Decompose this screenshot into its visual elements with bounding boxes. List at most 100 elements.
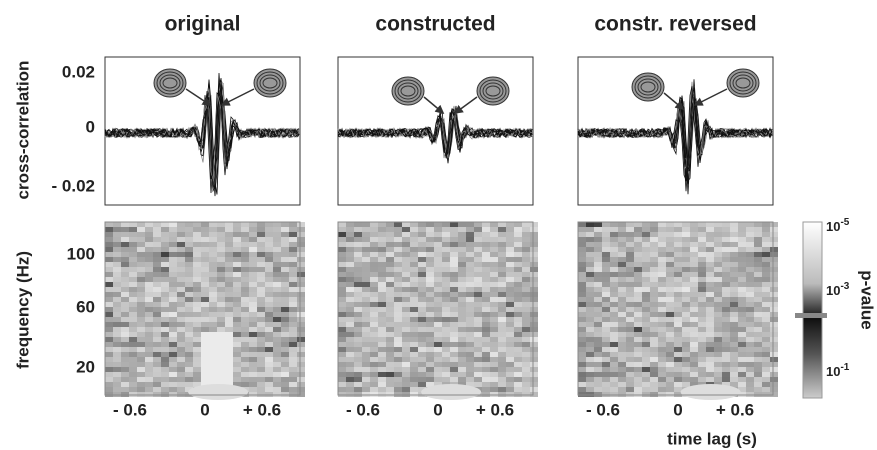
heatmap-cell bbox=[289, 352, 297, 357]
heatmap-cell bbox=[506, 282, 514, 287]
heatmap-cell bbox=[289, 287, 297, 292]
heatmap-cell bbox=[394, 257, 402, 262]
heatmap-cell bbox=[249, 352, 257, 357]
heatmap-cell bbox=[233, 232, 241, 237]
heatmap-cell bbox=[177, 242, 185, 247]
heatmap-cell bbox=[578, 347, 586, 352]
heatmap-cell bbox=[690, 312, 698, 317]
heatmap-cell bbox=[338, 227, 346, 232]
heatmap-cell bbox=[241, 362, 249, 367]
heatmap-cell bbox=[386, 372, 394, 377]
heatmap-cell bbox=[746, 327, 754, 332]
heatmap-cell bbox=[121, 332, 129, 337]
heatmap-cell bbox=[249, 342, 257, 347]
heatmap-cell bbox=[594, 222, 602, 227]
heatmap-cell bbox=[434, 342, 442, 347]
heatmap-cell bbox=[281, 382, 289, 387]
heatmap-cell bbox=[225, 277, 233, 282]
heatmap-cell bbox=[121, 227, 129, 232]
heatmap-cell bbox=[338, 337, 346, 342]
heatmap-cell bbox=[370, 257, 378, 262]
heatmap-cell bbox=[281, 272, 289, 277]
heatmap-cell bbox=[690, 282, 698, 287]
heatmap-cell bbox=[618, 382, 626, 387]
heatmap-cell bbox=[530, 357, 538, 362]
heatmap-cell bbox=[209, 252, 217, 257]
heatmap-cell bbox=[482, 367, 490, 372]
heatmap-cell bbox=[754, 252, 762, 257]
heatmap-cell bbox=[362, 222, 370, 227]
heatmap-cell bbox=[362, 372, 370, 377]
heatmap-cell bbox=[698, 287, 706, 292]
heatmap-cell bbox=[257, 237, 265, 242]
heatmap-cell bbox=[354, 347, 362, 352]
heatmap-cell bbox=[474, 357, 482, 362]
heatmap-cell bbox=[362, 312, 370, 317]
heatmap-cell bbox=[273, 372, 281, 377]
heatmap-cell bbox=[185, 312, 193, 317]
heatmap-cell bbox=[682, 332, 690, 337]
heatmap-cell bbox=[626, 367, 634, 372]
heatmap-cell bbox=[514, 347, 522, 352]
heatmap-cell bbox=[201, 342, 209, 347]
heatmap-cell bbox=[370, 337, 378, 342]
heatmap-cell bbox=[185, 287, 193, 292]
heatmap-cell bbox=[201, 292, 209, 297]
heatmap-cell bbox=[233, 292, 241, 297]
heatmap-cell bbox=[346, 267, 354, 272]
heatmap-cell bbox=[289, 227, 297, 232]
heatmap-cell bbox=[594, 262, 602, 267]
neuron-icon bbox=[631, 72, 665, 102]
heatmap-cell bbox=[706, 282, 714, 287]
y-tick-label: - 0.02 bbox=[52, 176, 95, 195]
heatmap-cell bbox=[418, 282, 426, 287]
x-tick-label: - 0.6 bbox=[113, 400, 147, 419]
heatmap-cell bbox=[530, 257, 538, 262]
heatmap-cell bbox=[674, 272, 682, 277]
heatmap-cell bbox=[185, 377, 193, 382]
heatmap-cell bbox=[169, 277, 177, 282]
heatmap-cell bbox=[257, 337, 265, 342]
heatmap-cell bbox=[257, 307, 265, 312]
heatmap-cell bbox=[193, 332, 201, 337]
heatmap-cell bbox=[394, 362, 402, 367]
heatmap-cell bbox=[346, 272, 354, 277]
heatmap-cell bbox=[105, 277, 113, 282]
heatmap-cell bbox=[482, 317, 490, 322]
heatmap-cell bbox=[193, 237, 201, 242]
heatmap-cell bbox=[674, 372, 682, 377]
heatmap-cell bbox=[610, 352, 618, 357]
heatmap-cell bbox=[698, 317, 706, 322]
heatmap-cell bbox=[514, 322, 522, 327]
tick-exponent: -1 bbox=[840, 362, 849, 373]
heatmap-cell bbox=[738, 332, 746, 337]
heatmap-cell bbox=[610, 292, 618, 297]
heatmap-cell bbox=[762, 327, 770, 332]
heatmap-cell bbox=[105, 312, 113, 317]
heatmap-cell bbox=[185, 327, 193, 332]
heatmap-cell bbox=[594, 382, 602, 387]
heatmap-cell bbox=[762, 282, 770, 287]
heatmap-cell bbox=[297, 277, 305, 282]
heatmap-cell bbox=[442, 357, 450, 362]
heatmap-cell bbox=[410, 297, 418, 302]
heatmap-cell bbox=[209, 357, 217, 362]
heatmap-cell bbox=[338, 277, 346, 282]
heatmap-cell bbox=[225, 242, 233, 247]
heatmap-cell bbox=[346, 317, 354, 322]
heatmap-cell bbox=[225, 382, 233, 387]
heatmap-cell bbox=[129, 347, 137, 352]
heatmap-cell bbox=[490, 262, 498, 267]
heatmap-cell bbox=[658, 327, 666, 332]
heatmap-cell bbox=[209, 367, 217, 372]
heatmap-cell bbox=[642, 352, 650, 357]
heatmap-cell bbox=[474, 242, 482, 247]
heatmap-cell bbox=[362, 362, 370, 367]
heatmap-cell bbox=[137, 257, 145, 262]
heatmap-cell bbox=[177, 272, 185, 277]
inset-arrow bbox=[423, 96, 445, 114]
heatmap-cell bbox=[458, 227, 466, 232]
heatmap-cell bbox=[498, 247, 506, 252]
heatmap-cell bbox=[201, 227, 209, 232]
heatmap-cell bbox=[354, 377, 362, 382]
